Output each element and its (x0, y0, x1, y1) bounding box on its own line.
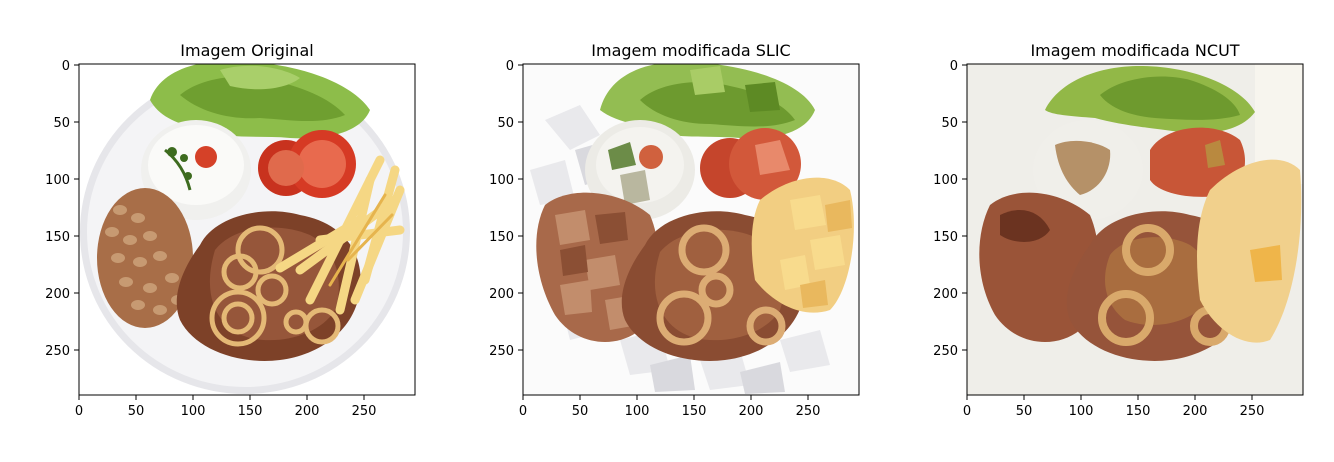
x-tick-label: 0 (963, 404, 971, 419)
x-axis: 0 50 100 150 200 250 (963, 395, 1265, 419)
panel-title: Imagem modificada SLIC (591, 41, 790, 60)
y-tick-label: 200 (45, 287, 70, 302)
panel-title: Imagem Original (180, 41, 313, 60)
x-tick-label: 0 (75, 404, 83, 419)
x-tick-label: 50 (128, 404, 145, 419)
y-tick-label: 0 (62, 59, 70, 74)
y-tick-label: 250 (933, 344, 958, 359)
slic-image (523, 64, 859, 395)
y-tick-label: 50 (941, 116, 958, 131)
original-image (79, 64, 415, 395)
x-tick-label: 100 (625, 404, 650, 419)
x-tick-label: 100 (181, 404, 206, 419)
panel-ncut: Imagem modificada NCUT (933, 41, 1304, 419)
y-axis: 0 50 100 150 200 250 (45, 59, 79, 359)
ncut-image (967, 64, 1303, 395)
y-tick-label: 200 (489, 287, 514, 302)
x-tick-label: 200 (295, 404, 320, 419)
x-tick-label: 200 (1183, 404, 1208, 419)
y-tick-label: 100 (489, 173, 514, 188)
x-tick-label: 150 (238, 404, 263, 419)
x-tick-label: 200 (739, 404, 764, 419)
x-tick-label: 250 (1240, 404, 1265, 419)
x-tick-label: 250 (352, 404, 377, 419)
y-tick-label: 50 (497, 116, 514, 131)
y-tick-label: 0 (506, 59, 514, 74)
y-tick-label: 250 (45, 344, 70, 359)
panel-slic: Imagem modificada SLIC (489, 41, 860, 419)
x-tick-label: 50 (1016, 404, 1033, 419)
x-tick-label: 250 (796, 404, 821, 419)
y-axis: 0 50 100 150 200 250 (489, 59, 523, 359)
x-tick-label: 150 (682, 404, 707, 419)
x-tick-label: 100 (1069, 404, 1094, 419)
x-tick-label: 150 (1126, 404, 1151, 419)
x-tick-label: 0 (519, 404, 527, 419)
y-tick-label: 150 (489, 230, 514, 245)
y-tick-label: 100 (45, 173, 70, 188)
panel-title: Imagem modificada NCUT (1030, 41, 1239, 60)
y-tick-label: 150 (45, 230, 70, 245)
x-tick-label: 50 (572, 404, 589, 419)
y-tick-label: 50 (53, 116, 70, 131)
y-tick-label: 250 (489, 344, 514, 359)
panel-original: Imagem Original (45, 41, 416, 419)
x-axis: 0 50 100 150 200 250 (75, 395, 377, 419)
y-tick-label: 0 (950, 59, 958, 74)
y-axis: 0 50 100 150 200 250 (933, 59, 967, 359)
y-tick-label: 200 (933, 287, 958, 302)
x-axis: 0 50 100 150 200 250 (519, 395, 821, 419)
y-tick-label: 100 (933, 173, 958, 188)
y-tick-label: 150 (933, 230, 958, 245)
